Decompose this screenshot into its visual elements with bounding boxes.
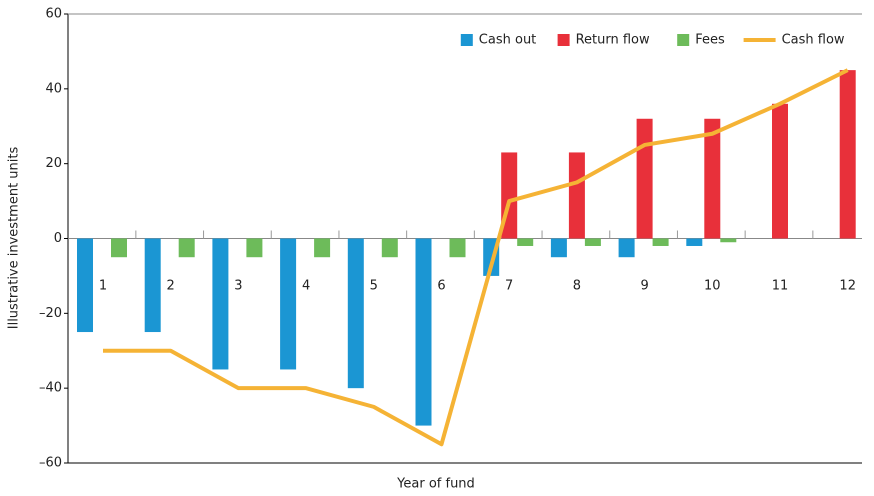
y-tick-label: –20 xyxy=(39,306,62,321)
x-tick-label: 1 xyxy=(99,279,107,294)
legend-label: Cash out xyxy=(479,33,536,48)
x-tick-label: 11 xyxy=(772,279,789,294)
bar xyxy=(314,238,331,258)
bar xyxy=(246,238,263,258)
bar xyxy=(347,238,364,389)
legend-label: Fees xyxy=(695,33,725,48)
legend-label: Cash flow xyxy=(782,33,845,48)
bar xyxy=(415,238,432,426)
bar xyxy=(772,103,788,239)
bar xyxy=(449,238,466,258)
y-tick-label: 40 xyxy=(45,81,62,96)
bar xyxy=(704,118,721,239)
x-tick-label: 4 xyxy=(302,279,310,294)
bar xyxy=(212,238,229,370)
x-tick-label: 3 xyxy=(234,279,242,294)
bar xyxy=(584,238,601,246)
line xyxy=(103,68,849,447)
legend-swatch xyxy=(557,34,570,46)
bar xyxy=(517,238,534,246)
legend-swatch xyxy=(677,34,690,46)
bar xyxy=(652,238,669,246)
x-tick-label: 12 xyxy=(839,279,856,294)
y-tick-label: 60 xyxy=(45,7,62,22)
legend-swatch xyxy=(460,34,473,46)
bar xyxy=(720,238,737,243)
bar xyxy=(111,238,127,258)
bar xyxy=(618,238,635,258)
x-tick-label: 7 xyxy=(505,279,513,294)
x-tick-label: 5 xyxy=(370,279,378,294)
bar xyxy=(280,238,297,370)
legend-label: Return flow xyxy=(576,33,650,48)
bar xyxy=(686,238,703,246)
bar xyxy=(839,70,856,239)
x-axis-label: Year of fund xyxy=(396,477,475,492)
bar xyxy=(550,238,567,258)
bar xyxy=(636,118,653,239)
bar xyxy=(178,238,195,258)
y-tick-label: –40 xyxy=(39,381,62,396)
y-tick-label: 0 xyxy=(54,231,62,246)
bar xyxy=(568,152,585,239)
x-tick-label: 6 xyxy=(437,279,445,294)
y-tick-label: –60 xyxy=(39,456,62,471)
y-tick-label: 20 xyxy=(45,156,62,171)
x-tick-label: 2 xyxy=(167,279,175,294)
x-tick-label: 8 xyxy=(573,279,581,294)
bar xyxy=(77,238,93,333)
x-tick-label: 10 xyxy=(704,279,721,294)
bar xyxy=(144,238,161,333)
y-axis-label: Illustrative investment units xyxy=(7,147,22,330)
x-tick-label: 9 xyxy=(640,279,648,294)
bar xyxy=(381,238,398,258)
